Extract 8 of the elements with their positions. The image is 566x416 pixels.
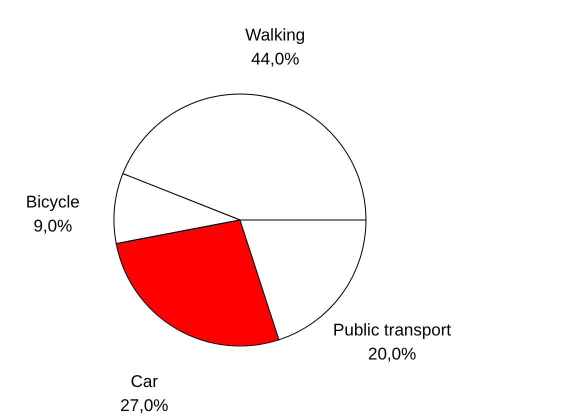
slice-label: Bicycle [26, 192, 80, 212]
data-label: 9,0% [33, 216, 72, 236]
data-label: 44,0% [251, 49, 300, 68]
data-label: 27,0% [120, 396, 168, 415]
slice-label: Public transport [333, 320, 452, 340]
slice-label: Walking [245, 25, 306, 44]
slice-label: Car [130, 372, 158, 391]
data-label: 20,0% [368, 344, 416, 364]
